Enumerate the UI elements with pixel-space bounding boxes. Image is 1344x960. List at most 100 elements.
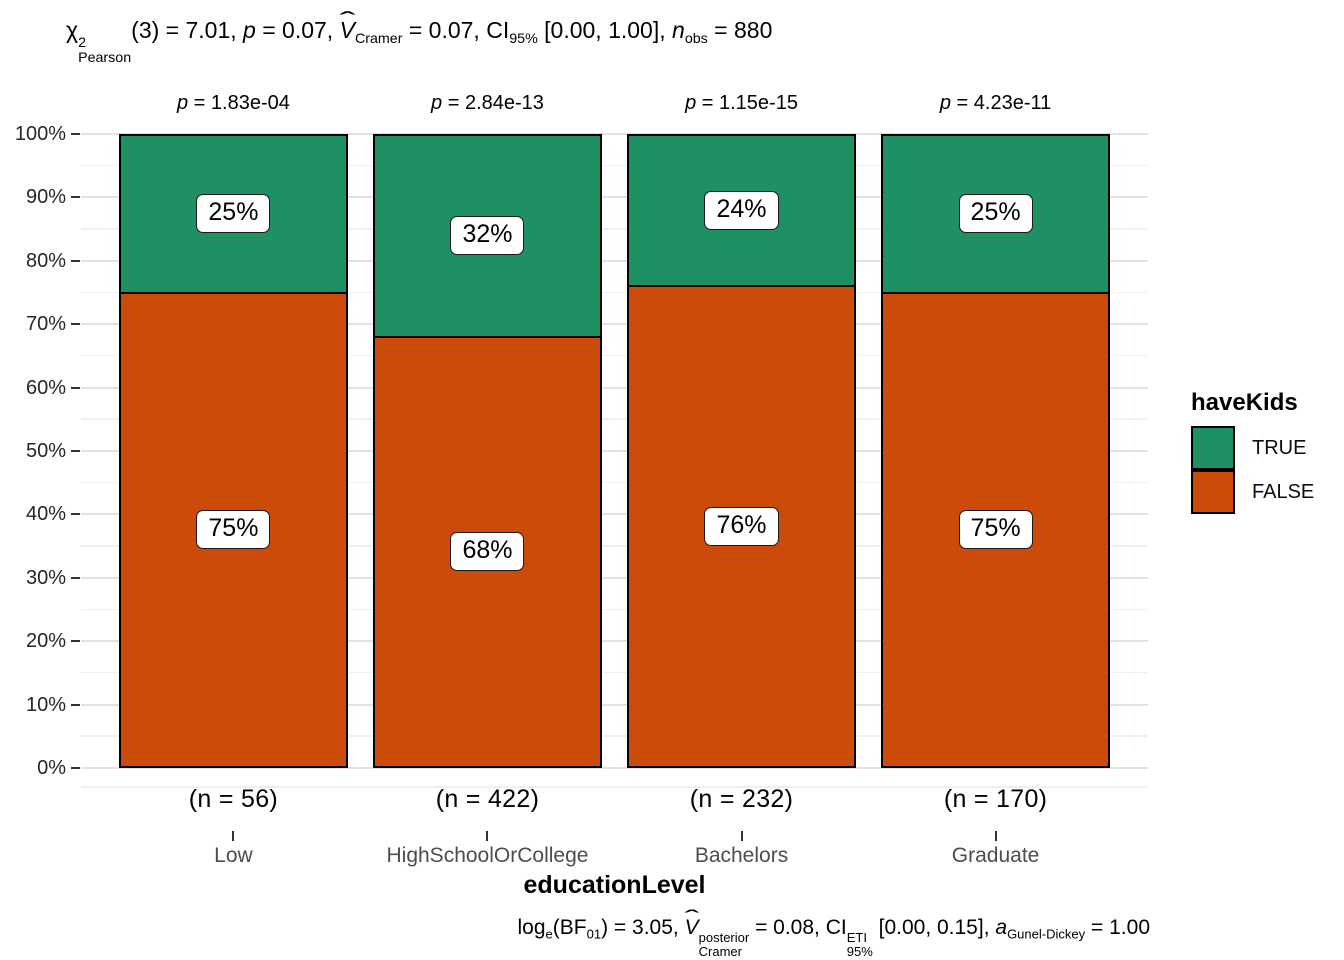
x-axis-tick-label: Graduate (951, 844, 1040, 867)
y-axis-tick (71, 767, 80, 769)
legend-swatch-true (1191, 426, 1235, 470)
y-gridline-major (81, 386, 1148, 389)
bar-segment-true: 32% (375, 136, 600, 338)
legend-entry-false: FALSE (1191, 470, 1314, 514)
x-axis-tick-labels: Low HighSchoolOrCollege Bachelors Graduate (81, 843, 1148, 869)
hat-accent: ˆ (684, 907, 699, 931)
p-value-label: p = 1.15e-15 (685, 92, 798, 114)
legend-title: haveKids (1191, 389, 1298, 416)
y-axis-tick-label: 30% (25, 566, 66, 589)
y-axis-tick (71, 386, 80, 389)
x-axis-tick-label: Low (214, 844, 253, 867)
y-axis-tick-label: 70% (25, 313, 66, 336)
y-axis-tick-label: 40% (25, 503, 66, 526)
bar-segment-false: 75% (883, 293, 1108, 766)
y-axis-tick (71, 703, 80, 706)
legend: haveKids TRUE FALSE (1191, 388, 1314, 514)
x-axis-tick (740, 831, 743, 841)
sample-size-label: (n = 56) (188, 785, 279, 813)
y-gridline-minor (81, 228, 1148, 230)
segment-percentage-label: 76% (704, 507, 779, 546)
bar-group-HighSchoolOrCollege: 32% 68% (373, 134, 602, 768)
y-axis-tick-label: 100% (14, 123, 66, 145)
segment-percentage-label: 75% (958, 510, 1033, 550)
y-axis-tick (71, 133, 80, 135)
bar-group-Graduate: 25% 75% (881, 134, 1110, 768)
y-axis-tick-label: 0% (37, 757, 66, 779)
y-axis-tick-label: 10% (25, 693, 66, 716)
legend-swatch-false (1191, 470, 1235, 514)
segment-percentage-label: 25% (196, 194, 271, 234)
y-gridline-major (81, 640, 1148, 643)
y-axis-tick-label: 50% (25, 440, 66, 462)
y-axis-tick (71, 323, 80, 326)
y-axis-tick-label: 80% (25, 249, 66, 272)
bar-segment-true: 25% (883, 136, 1108, 294)
plot-panel: 25% 75% 32% 68% 24% 76% 25% 75% (81, 133, 1148, 769)
y-gridline-major (81, 259, 1148, 262)
bar-group-Low: 25% 75% (119, 134, 348, 768)
y-gridline-minor (81, 354, 1148, 357)
y-axis-tick (71, 513, 80, 516)
legend-entry-true: TRUE (1191, 426, 1314, 470)
sample-size-label: (n = 232) (689, 785, 794, 813)
p-value-label: p = 4.23e-11 (939, 92, 1052, 114)
segment-percentage-label: 75% (196, 510, 271, 550)
y-axis-tick (71, 259, 80, 262)
p-value-label: p = 1.83e-04 (176, 92, 290, 114)
x-axis-tick (232, 831, 235, 841)
segment-percentage-label: 32% (450, 216, 525, 256)
y-gridline-minor (81, 608, 1148, 610)
legend-entry-label: FALSE (1252, 480, 1315, 503)
bar-segment-false: 75% (121, 293, 346, 766)
segment-percentage-label: 68% (450, 532, 525, 572)
sample-size-label: (n = 422) (435, 785, 540, 813)
stats-title: χ 2 Pearson (3) = 7.01, p = 0.07, ˆ VCramer … (66, 0, 772, 66)
y-gridline-major (81, 450, 1148, 452)
sample-size-label: (n = 170) (943, 785, 1048, 813)
y-gridline-major (81, 323, 1148, 326)
y-gridline-major (81, 703, 1148, 706)
sample-size-row: (n = 56) (n = 422) (n = 232) (n = 170) (81, 784, 1148, 814)
y-gridline-major (81, 767, 1148, 769)
y-gridline-major (81, 513, 1148, 516)
hat-accent: ˆ (339, 7, 356, 34)
x-axis-tick-label: Bachelors (694, 844, 789, 867)
y-gridline-minor (81, 164, 1148, 167)
y-gridline-minor (81, 671, 1148, 674)
y-gridline-minor (81, 291, 1148, 293)
bar-segment-false: 76% (629, 287, 854, 766)
x-axis-tick (486, 831, 489, 841)
y-axis-tick-label: 90% (25, 186, 66, 209)
x-axis-tick (994, 831, 997, 841)
y-axis-tick-label: 20% (25, 630, 66, 653)
legend-items: TRUE FALSE (1191, 426, 1314, 514)
y-axis-tick (71, 196, 80, 199)
segment-percentage-label: 24% (704, 191, 779, 230)
y-axis-tick (71, 450, 80, 452)
bar-segment-true: 24% (629, 136, 854, 288)
y-gridline-minor (81, 545, 1148, 547)
y-gridline-minor (81, 481, 1148, 484)
y-gridline-minor (81, 418, 1148, 420)
y-axis-tick (71, 640, 80, 643)
x-axis-title: educationLevel (523, 871, 706, 899)
y-gridline-minor-below-axis (81, 786, 1148, 788)
bar-segment-false: 68% (375, 337, 600, 766)
y-gridline-minor (81, 735, 1148, 737)
y-axis-tick (71, 576, 80, 579)
y-gridline-major (81, 576, 1148, 579)
legend-entry-label: TRUE (1252, 436, 1307, 459)
bar-group-Bachelors: 24% 76% (627, 134, 856, 768)
bar-segment-true: 25% (121, 136, 346, 294)
p-value-row: p = 1.83e-04 p = 2.84e-13 p = 1.15e-15 p = … (81, 90, 1148, 116)
y-axis-tick-label: 60% (25, 376, 66, 399)
y-axis: 0% 10% 20% 30% 40% 50% 60% 70% 80% 90% 100% (0, 123, 80, 779)
x-axis-tick-label: HighSchoolOrCollege (386, 844, 589, 867)
segment-percentage-label: 25% (958, 194, 1033, 234)
y-gridline-major (81, 133, 1148, 135)
x-axis-ticks (81, 831, 1148, 841)
p-value-label: p = 2.84e-13 (431, 92, 544, 114)
